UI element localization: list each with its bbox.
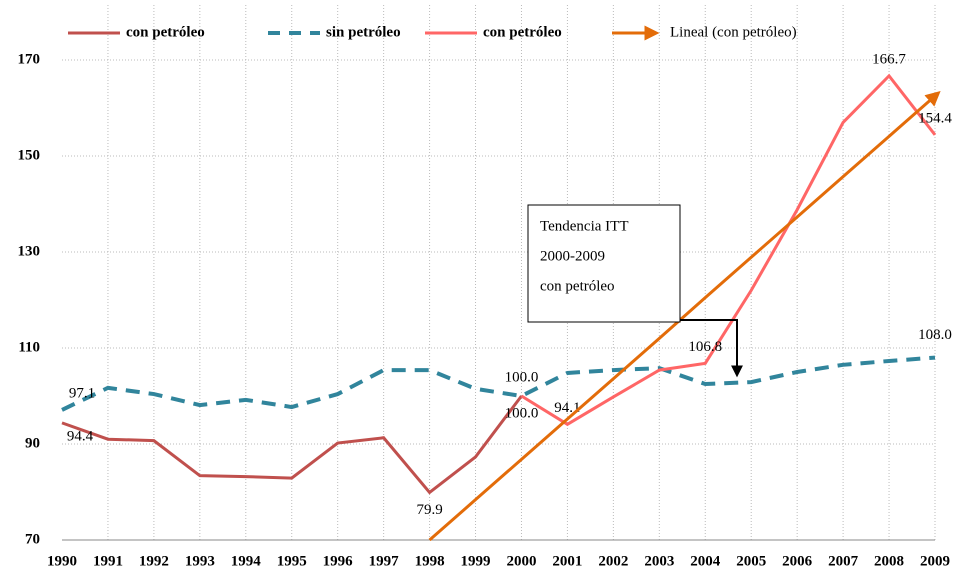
annotation-text: 2000-2009: [540, 248, 605, 264]
annotation-text: Tendencia ITT: [540, 218, 628, 234]
x-tick-label: 2006: [782, 553, 813, 569]
x-tick-label: 1993: [185, 553, 215, 569]
annotation-text: con petróleo: [540, 278, 615, 294]
x-tick-label: 2001: [552, 553, 582, 569]
x-tick-label: 1998: [415, 553, 445, 569]
data-label: 154.4: [918, 110, 952, 126]
series-line: [520, 73, 937, 427]
series-line: [61, 395, 523, 495]
y-tick-label: 70: [25, 531, 40, 547]
data-label: 106.8: [688, 339, 722, 355]
x-tick-label: 2009: [920, 553, 950, 569]
x-tick-label: 1995: [277, 553, 307, 569]
x-tick-label: 1990: [47, 553, 77, 569]
y-tick-label: 110: [18, 339, 40, 355]
data-label: 94.4: [67, 428, 94, 444]
x-tick-label: 1996: [323, 553, 354, 569]
legend-label: con petróleo: [126, 24, 205, 40]
data-label: 166.7: [872, 51, 906, 67]
annotation-arrow: [680, 319, 743, 378]
y-tick-label: 170: [18, 51, 41, 67]
x-tick-label: 2004: [690, 553, 721, 569]
x-tick-label: 1994: [231, 553, 262, 569]
x-tick-label: 2007: [828, 553, 859, 569]
x-tick-label: 2000: [506, 553, 536, 569]
data-label: 79.9: [416, 502, 442, 518]
data-label: 108.0: [918, 327, 952, 343]
x-tick-label: 1991: [93, 553, 123, 569]
data-label: 97.1: [69, 385, 95, 401]
data-label: 100.0: [505, 369, 539, 385]
x-tick-label: 2002: [598, 553, 628, 569]
legend-label: Lineal (con petróleo): [670, 24, 797, 40]
y-tick-label: 150: [18, 147, 41, 163]
x-tick-label: 2003: [644, 553, 674, 569]
annotation-box: [527, 204, 681, 323]
legend-label: con petróleo: [483, 24, 562, 40]
x-tick-label: 1997: [369, 553, 400, 569]
x-tick-label: 1999: [461, 553, 491, 569]
data-label: 100.0: [505, 405, 539, 421]
data-label: 94.1: [554, 400, 580, 416]
y-tick-label: 90: [25, 435, 40, 451]
x-tick-label: 2005: [736, 553, 766, 569]
series-line: [61, 355, 936, 412]
x-tick-label: 1992: [139, 553, 169, 569]
series-line: [428, 91, 941, 542]
y-tick-label: 130: [18, 243, 41, 259]
legend-label: sin petróleo: [326, 24, 401, 40]
x-tick-label: 2008: [874, 553, 904, 569]
